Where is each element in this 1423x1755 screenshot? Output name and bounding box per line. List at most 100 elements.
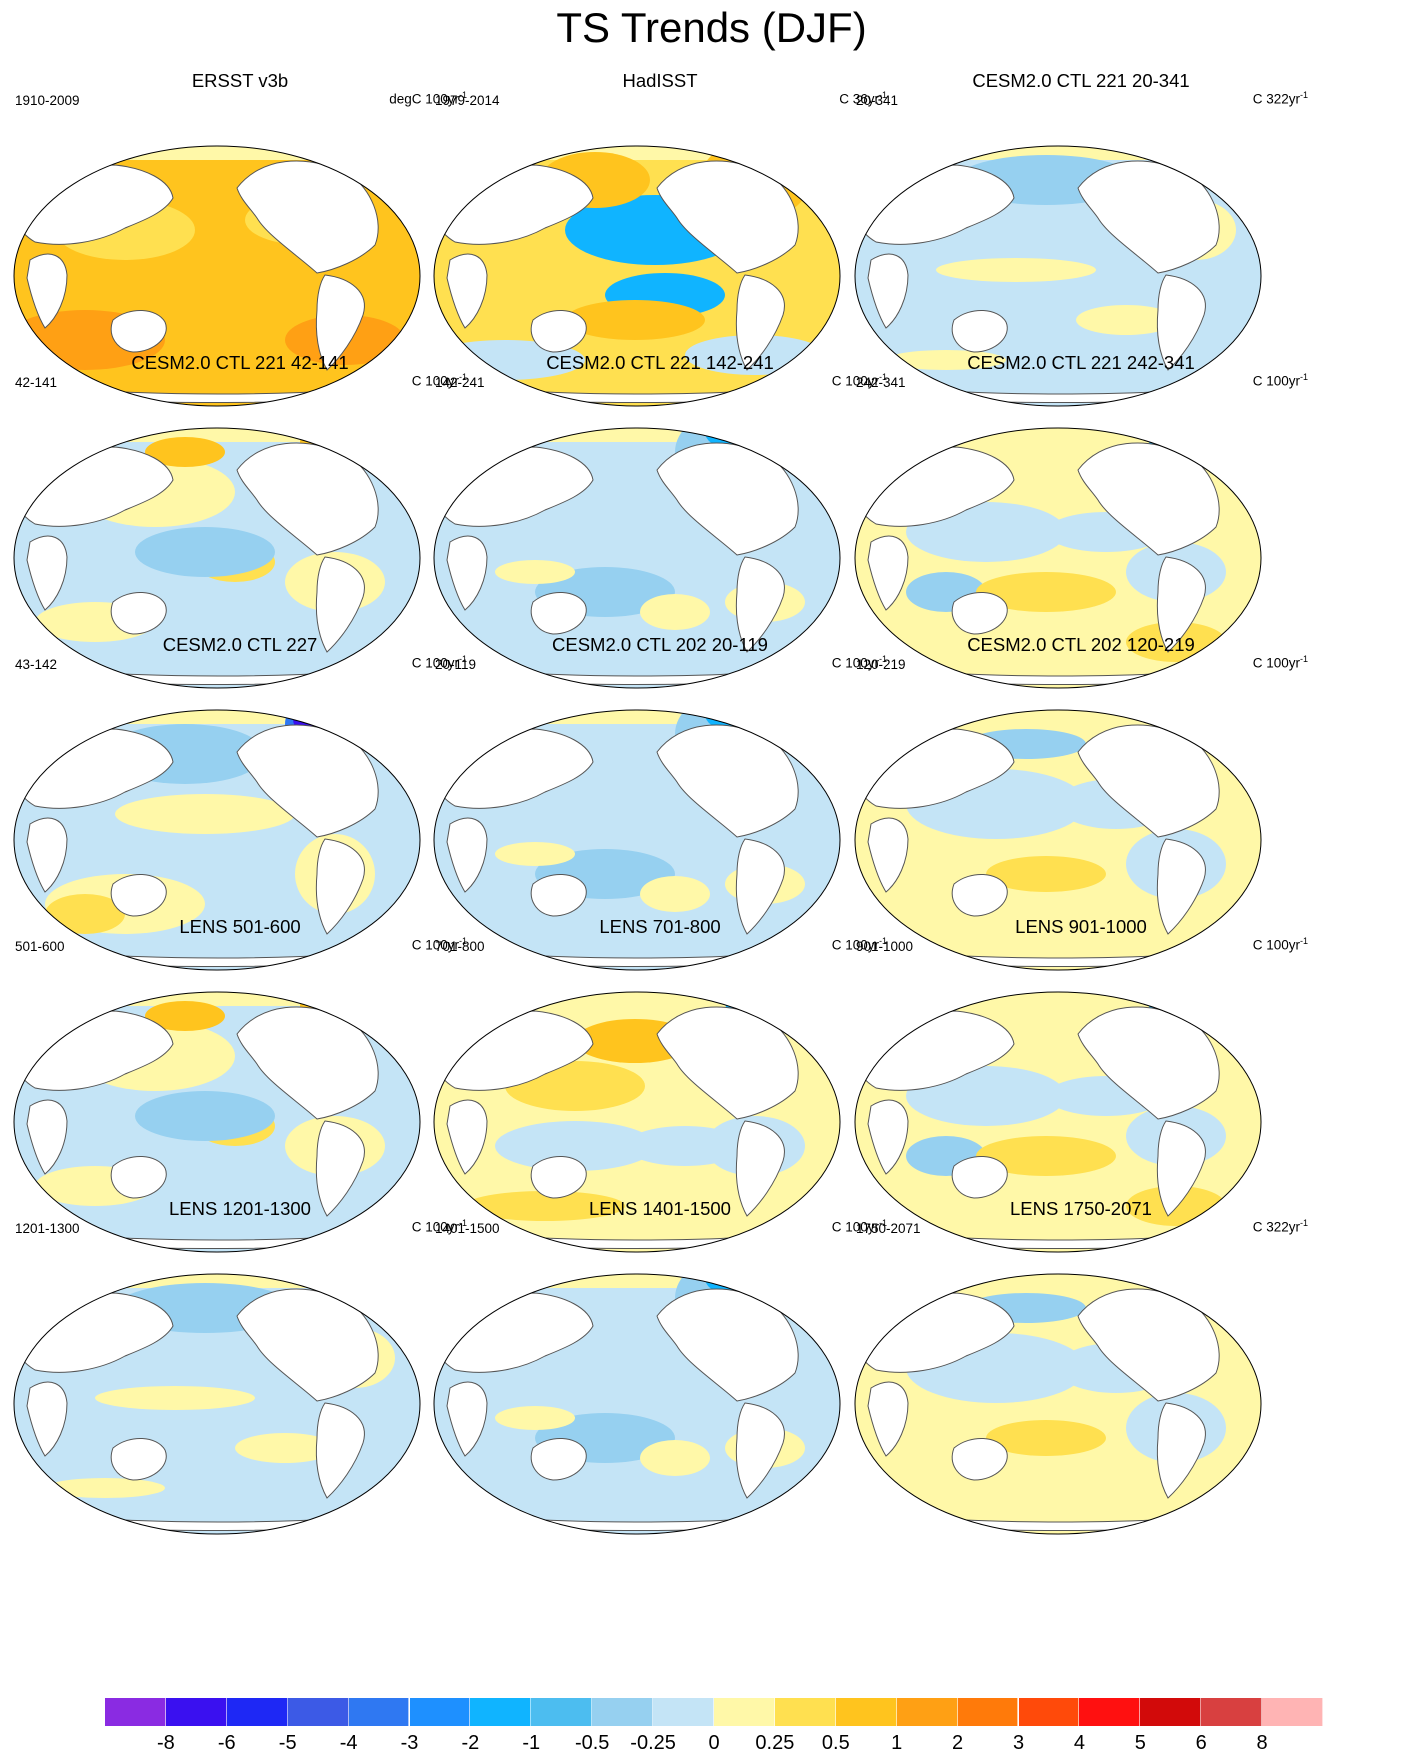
south-america-land (315, 1120, 365, 1217)
trend-anomaly (1076, 305, 1176, 335)
north-america-land (236, 1288, 379, 1402)
units-text: C 36yr (839, 91, 879, 107)
panel-units: C 322yr-1 (1253, 1218, 1308, 1235)
panel-title: LENS 501-600 (179, 916, 301, 937)
panel-units: C 100yr-1 (832, 936, 887, 953)
colorbar-tick-label: 6 (1195, 1732, 1207, 1754)
panel-period: 43-142 (15, 657, 58, 672)
north-america-land (1077, 724, 1220, 838)
units-text: C 100yr (411, 937, 459, 953)
panel-title: LENS 901-1000 (1015, 916, 1147, 937)
units-text: degC 100yr (389, 91, 459, 107)
africa-land (867, 535, 909, 611)
colorbar-box (1140, 1698, 1202, 1726)
australia-land (951, 873, 1008, 917)
trend-anomaly (45, 1478, 165, 1498)
map-border (13, 427, 421, 689)
panel-title: CESM2.0 CTL 221 242-341 (967, 352, 1195, 373)
panel-title: CESM2.0 CTL 221 142-241 (546, 352, 774, 373)
map-panel: CESM2.0 CTL 202 120-219 120-219 C 100yr-1 (846, 634, 1316, 971)
panel-title: LENS 701-800 (599, 916, 721, 937)
map-panel: CESM2.0 CTL 221 242-341 242-341 C 100yr-1 (846, 352, 1316, 689)
units-text: C 100yr (411, 655, 459, 671)
south-america-land (315, 1402, 365, 1499)
trend-anomaly (495, 842, 575, 866)
panel-title: LENS 1750-2071 (1010, 1198, 1152, 1219)
australia-land (530, 873, 587, 917)
map-border (13, 709, 421, 971)
panel-period: 501-600 (15, 939, 65, 954)
main-title: TS Trends (DJF) (556, 4, 867, 51)
south-america-land (1156, 1402, 1206, 1499)
panel-title: CESM2.0 CTL 202 120-219 (967, 634, 1195, 655)
africa-land (446, 535, 488, 611)
south-america-land (315, 838, 365, 935)
units-exponent: -1 (878, 654, 887, 664)
map-svg (854, 145, 1262, 407)
colorbar-box (714, 1698, 775, 1726)
arctic-band (434, 992, 840, 1006)
australia-land (951, 591, 1008, 635)
trend-anomaly (145, 1001, 225, 1031)
colorbar-tick-label: -3 (400, 1732, 419, 1754)
colorbar-tick-label: 0 (708, 1732, 720, 1754)
colorbar-tick-label: -1 (522, 1732, 541, 1754)
trend-anomaly (495, 1406, 575, 1430)
panel-period: 1401-1500 (435, 1221, 500, 1236)
colorbar-tick-label: -4 (339, 1732, 358, 1754)
units-exponent: -1 (878, 936, 887, 946)
map-border (13, 145, 421, 407)
trend-anomaly (936, 258, 1096, 282)
map-border (854, 145, 1262, 407)
panel-period: 1750-2071 (856, 1221, 921, 1236)
panel-units: C 100yr-1 (412, 372, 467, 389)
trend-anomaly (640, 594, 710, 630)
australia-land (110, 873, 167, 917)
map-field (14, 1274, 420, 1534)
colorbar-box (957, 1698, 1019, 1726)
trend-anomaly (1141, 1274, 1191, 1288)
africa-land (446, 253, 488, 329)
north-america-land (236, 724, 379, 838)
map-svg (433, 991, 841, 1253)
australia-land (110, 591, 167, 635)
map-svg (13, 1273, 421, 1535)
map-svg (854, 991, 1262, 1253)
panel-period: 242-341 (856, 375, 906, 390)
panel-units: C 100yr-1 (412, 1218, 467, 1235)
colorbar-tick-label: -0.5 (574, 1732, 610, 1754)
australia-land (951, 309, 1008, 353)
panel-title: CESM2.0 CTL 221 42-141 (131, 352, 349, 373)
panel-title: LENS 1201-1300 (169, 1198, 311, 1219)
trend-anomaly (705, 428, 745, 447)
arctic-band (434, 1274, 840, 1288)
colorbar-box (1201, 1698, 1263, 1726)
north-america-land (236, 442, 379, 556)
panel-period: 120-219 (856, 657, 906, 672)
north-america-land (236, 1006, 379, 1120)
arctic-band (855, 1274, 1261, 1288)
arctic-band (855, 992, 1261, 1006)
north-america-land (656, 1006, 799, 1120)
panel-period: 20-119 (435, 657, 477, 672)
trend-anomaly (465, 1191, 625, 1221)
australia-land (110, 1437, 167, 1481)
map-svg (433, 427, 841, 689)
panel-units: C 100yr-1 (1253, 654, 1308, 671)
arctic-band (14, 428, 420, 442)
colorbar-tick-label: -0.25 (630, 1732, 676, 1754)
trend-anomaly (565, 300, 705, 340)
colorbar-tick-label: 4 (1073, 1732, 1085, 1754)
panel-period: 42-141 (15, 375, 58, 390)
map-field (434, 710, 840, 970)
map-panel: CESM2.0 CTL 227 43-142 C 100yr-1 (5, 634, 475, 971)
units-exponent: -1 (878, 1218, 887, 1228)
map-panel: CESM2.0 CTL 221 42-141 42-141 C 100yr-1 (5, 352, 475, 689)
trend-anomaly (705, 710, 745, 729)
colorbar-tick-label: -5 (278, 1732, 297, 1754)
arctic-band (14, 146, 420, 160)
units-exponent: -1 (1299, 654, 1308, 664)
panel-title: CESM2.0 CTL 202 20-119 (552, 634, 768, 655)
map-border (854, 427, 1262, 689)
map-svg (433, 145, 841, 407)
